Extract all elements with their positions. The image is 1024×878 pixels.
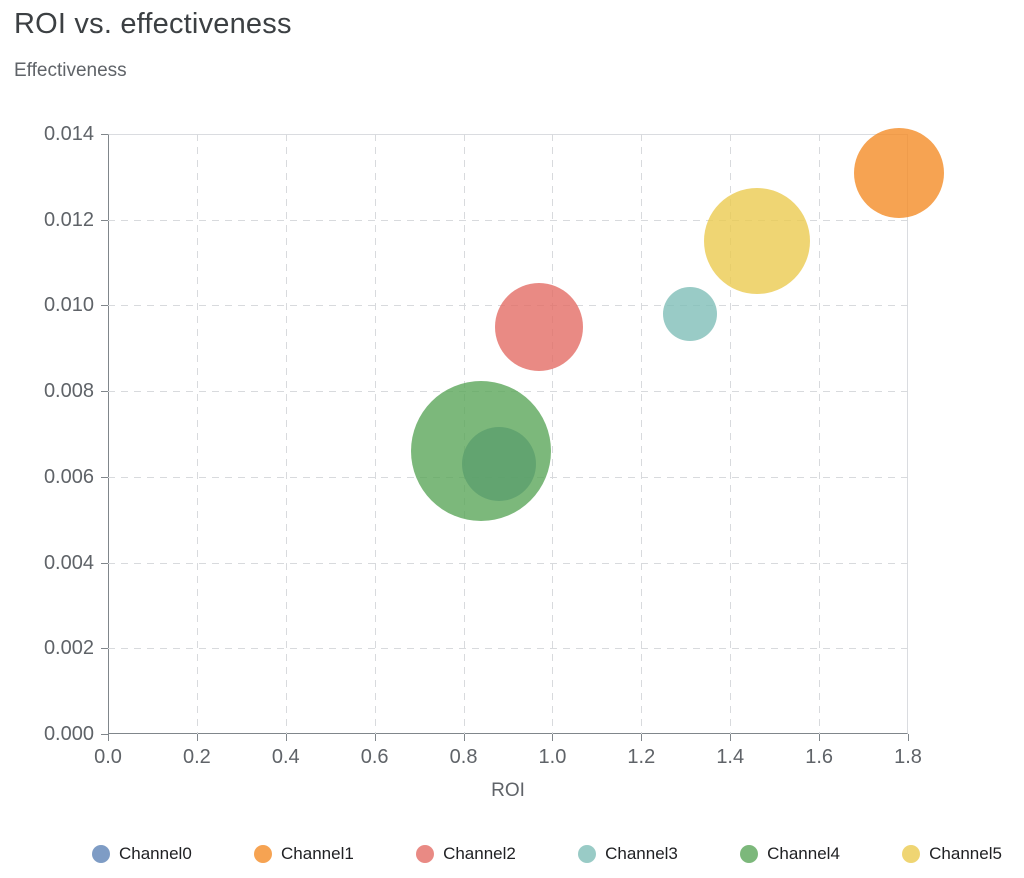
y-tick-label: 0.012: [43, 208, 94, 231]
y-axis-tick: [101, 734, 108, 735]
x-gridline: [819, 134, 821, 734]
x-axis-tick: [108, 734, 109, 741]
legend-dot-icon: [578, 845, 597, 863]
y-tick-label: 0.002: [43, 637, 94, 660]
y-gridline: [108, 219, 908, 221]
x-tick-label: 1.6: [805, 746, 834, 768]
y-gridline: [108, 562, 908, 564]
x-axis-tick: [641, 734, 643, 741]
legend-label: Channel4: [767, 844, 840, 863]
x-tick-label: 0.2: [182, 746, 211, 768]
y-gridline: [108, 648, 908, 650]
legend: Channel0 Channel1 Channel2 Channel3 Channel4…: [92, 839, 1002, 869]
legend-label: Channel3: [605, 844, 678, 863]
x-tick-label: 1.4: [716, 746, 745, 768]
x-gridline: [730, 134, 732, 734]
x-axis-tick: [463, 734, 465, 741]
x-gridline: [374, 134, 376, 734]
legend-label: Channel5: [929, 844, 1002, 863]
x-axis-tick: [819, 734, 821, 741]
x-tick-label: 1.0: [538, 746, 567, 768]
legend-label: Channel2: [443, 844, 516, 863]
x-tick-label: 0.8: [449, 746, 478, 768]
bubble-channel2[interactable]: [495, 282, 584, 371]
legend-dot-icon: [902, 845, 921, 863]
legend-item-channel4[interactable]: Channel4: [740, 844, 840, 864]
y-tick-label: 0.014: [43, 123, 94, 145]
x-tick-label: 1.8: [894, 746, 922, 768]
legend-item-channel3[interactable]: Channel3: [578, 844, 678, 864]
y-tick-label: 0.010: [43, 294, 94, 317]
legend-item-channel5[interactable]: Channel5: [902, 844, 1002, 864]
bubble-channel1[interactable]: [854, 127, 945, 218]
legend-label: Channel1: [281, 844, 354, 863]
y-axis-title: Effectiveness: [14, 60, 127, 81]
y-tick-label: 0.006: [43, 465, 94, 488]
x-gridline: [641, 134, 643, 734]
x-axis-tick: [285, 734, 287, 741]
x-gridline: [196, 134, 198, 734]
y-axis-tick: [101, 648, 108, 650]
x-axis-tick: [374, 734, 376, 741]
x-tick-label: 0.0: [94, 746, 122, 768]
x-axis-tick: [908, 734, 909, 741]
bubble-channel5[interactable]: [703, 188, 810, 295]
bubble-channel4[interactable]: [411, 381, 552, 522]
x-axis-tick: [196, 734, 198, 741]
x-axis-title: ROI: [491, 780, 525, 801]
legend-dot-icon: [92, 845, 110, 863]
x-tick-label: 0.4: [271, 746, 300, 768]
legend-dot-icon: [254, 845, 273, 863]
y-axis-tick: [101, 134, 108, 135]
y-tick-label: 0.004: [43, 551, 94, 574]
y-axis-tick: [101, 476, 108, 478]
y-axis-tick: [101, 562, 108, 564]
plot-area: [108, 134, 908, 734]
x-tick-label: 0.6: [360, 746, 389, 768]
legend-label: Channel0: [119, 844, 192, 863]
legend-item-channel0[interactable]: Channel0: [92, 844, 192, 864]
x-axis-tick: [552, 734, 554, 741]
legend-dot-icon: [740, 845, 759, 863]
y-tick-label: 0.000: [43, 723, 94, 745]
legend-dot-icon: [416, 845, 435, 863]
x-axis-tick: [730, 734, 732, 741]
y-axis-tick: [101, 219, 108, 221]
legend-item-channel1[interactable]: Channel1: [254, 844, 354, 864]
x-tick-label: 1.2: [627, 746, 656, 768]
y-tick-label: 0.008: [43, 380, 94, 403]
x-gridline: [552, 134, 554, 734]
legend-item-channel2[interactable]: Channel2: [416, 844, 516, 864]
x-gridline: [285, 134, 287, 734]
chart-title: ROI vs. effectiveness: [14, 8, 292, 40]
bubble-channel3[interactable]: [663, 287, 718, 341]
y-axis-tick: [101, 391, 108, 393]
y-axis-tick: [101, 305, 108, 307]
